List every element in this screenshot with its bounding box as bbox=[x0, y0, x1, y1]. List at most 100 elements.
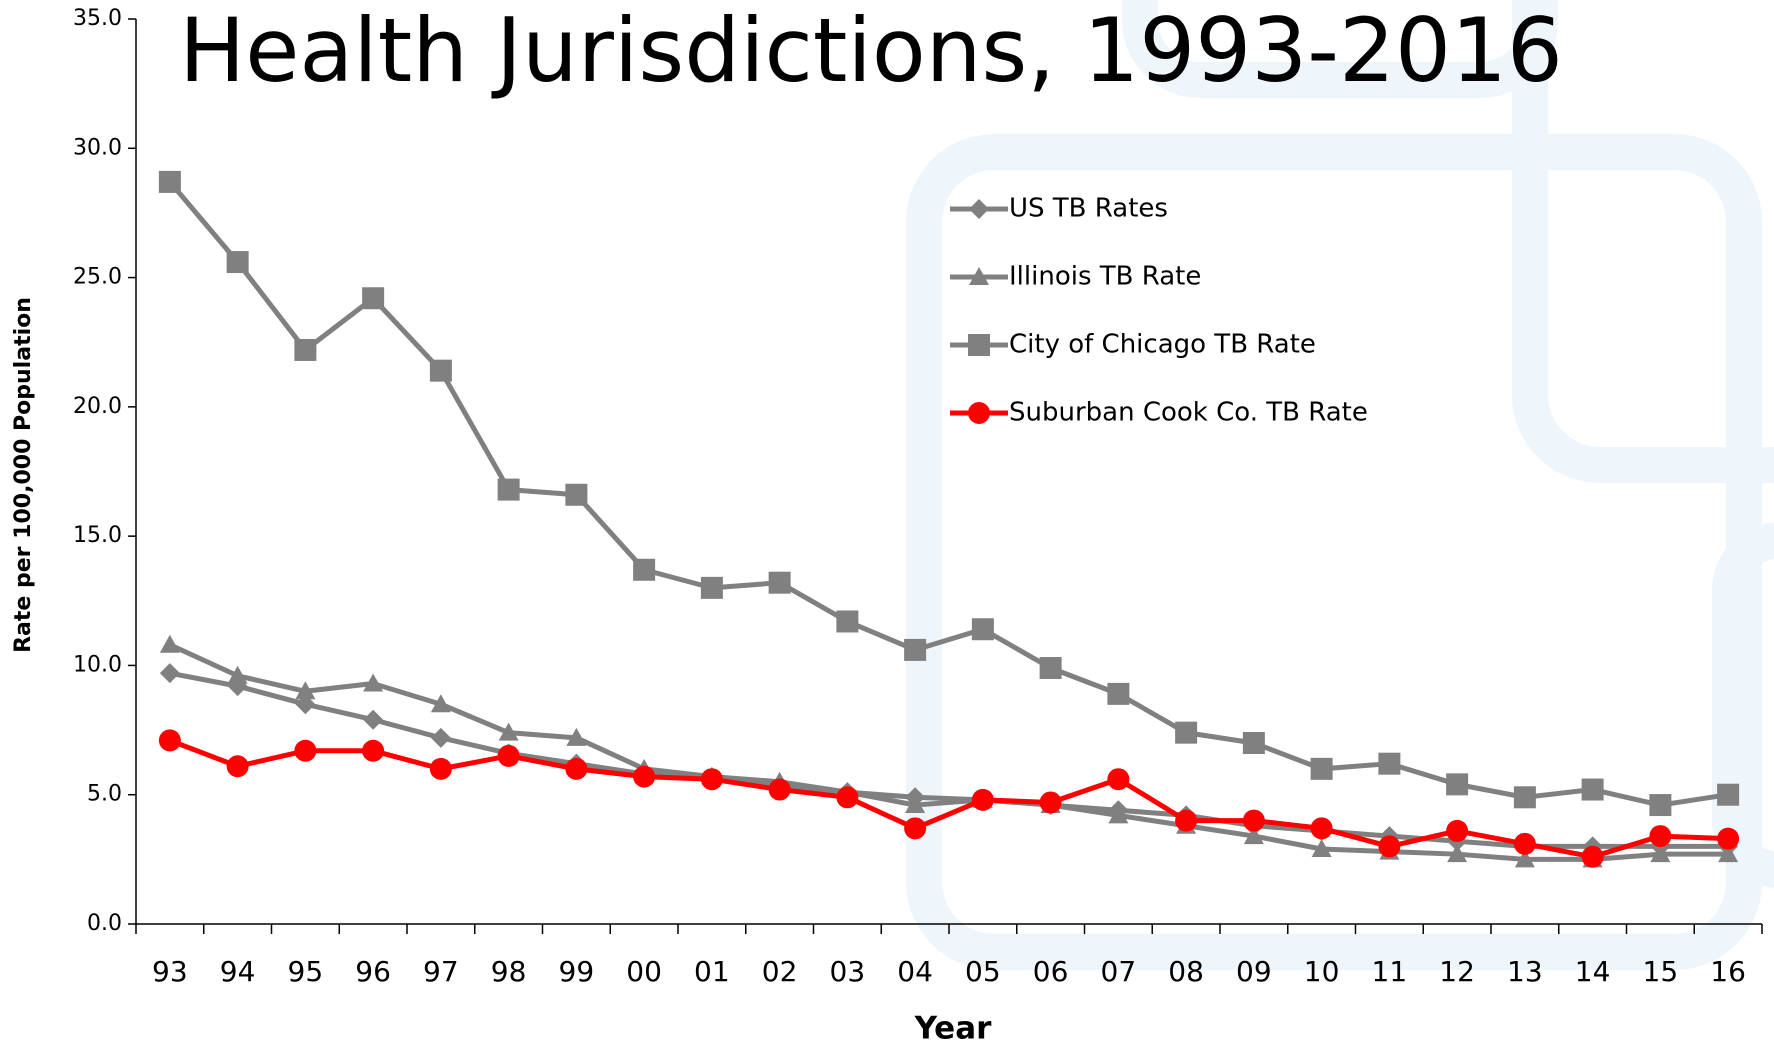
marker bbox=[904, 817, 927, 840]
marker bbox=[1446, 773, 1469, 796]
marker bbox=[1513, 832, 1536, 855]
x-tick-label: 13 bbox=[1507, 955, 1543, 988]
series-line bbox=[169, 670, 1729, 849]
x-tick-label: 93 bbox=[152, 955, 188, 988]
chart-title: Health Jurisdictions, 1993-2016 bbox=[179, 0, 1563, 102]
marker bbox=[1311, 839, 1332, 858]
legend-marker bbox=[968, 334, 990, 356]
marker bbox=[904, 638, 927, 661]
y-tick-label: 10.0 bbox=[73, 652, 122, 677]
marker bbox=[1514, 849, 1535, 868]
marker bbox=[1717, 827, 1740, 850]
y-tick-label: 5.0 bbox=[87, 782, 122, 807]
marker bbox=[971, 618, 994, 641]
x-tick-label: 08 bbox=[1168, 955, 1204, 988]
marker bbox=[159, 634, 180, 653]
marker bbox=[1310, 757, 1333, 780]
marker bbox=[633, 558, 656, 581]
x-tick-label: 10 bbox=[1304, 955, 1340, 988]
y-axis-label: Rate per 100,000 Population bbox=[11, 297, 36, 653]
marker bbox=[836, 610, 859, 633]
legend-marker bbox=[969, 199, 989, 219]
marker bbox=[363, 673, 384, 692]
marker bbox=[158, 729, 181, 752]
marker bbox=[362, 739, 385, 762]
x-tick-label: 09 bbox=[1236, 955, 1272, 988]
marker bbox=[1243, 826, 1264, 845]
marker bbox=[1649, 825, 1672, 848]
y-tick-label: 35.0 bbox=[73, 6, 122, 31]
marker bbox=[429, 359, 452, 382]
marker bbox=[1242, 809, 1265, 832]
marker bbox=[227, 665, 248, 684]
marker bbox=[362, 287, 385, 310]
y-tick-label: 20.0 bbox=[73, 394, 122, 419]
legend-label: US TB Rates bbox=[1009, 194, 1168, 224]
marker bbox=[1039, 791, 1062, 814]
marker bbox=[1650, 844, 1671, 863]
marker bbox=[1039, 657, 1062, 680]
marker bbox=[700, 576, 723, 599]
marker bbox=[1447, 844, 1468, 863]
x-tick-label: 96 bbox=[355, 955, 391, 988]
marker bbox=[498, 722, 519, 741]
marker bbox=[226, 755, 249, 778]
x-tick-label: 98 bbox=[491, 955, 527, 988]
marker bbox=[294, 338, 317, 361]
x-tick-label: 94 bbox=[220, 955, 256, 988]
y-tick-label: 0.0 bbox=[87, 911, 122, 936]
x-tick-label: 95 bbox=[288, 955, 324, 988]
background-decoration bbox=[906, 0, 1774, 970]
marker bbox=[971, 788, 994, 811]
x-tick-label: 01 bbox=[694, 955, 730, 988]
x-tick-label: 03 bbox=[830, 955, 866, 988]
x-tick-label: 04 bbox=[897, 955, 933, 988]
x-tick-label: 97 bbox=[423, 955, 459, 988]
marker bbox=[226, 251, 249, 274]
legend-marker bbox=[969, 267, 989, 285]
marker bbox=[905, 795, 926, 814]
x-axis-label: Year bbox=[914, 1011, 993, 1047]
marker bbox=[1378, 752, 1401, 775]
marker bbox=[1717, 783, 1740, 806]
marker bbox=[1242, 732, 1265, 754]
marker bbox=[159, 663, 180, 684]
marker bbox=[1175, 809, 1198, 832]
marker bbox=[1175, 721, 1198, 744]
x-tick-label: 06 bbox=[1033, 955, 1069, 988]
marker bbox=[430, 694, 451, 713]
series-line bbox=[168, 738, 1729, 860]
x-tick-label: 07 bbox=[1101, 955, 1137, 988]
legend-label: City of Chicago TB Rate bbox=[1009, 330, 1316, 360]
marker bbox=[430, 727, 451, 748]
marker bbox=[294, 739, 317, 762]
marker bbox=[1378, 835, 1401, 858]
marker bbox=[429, 757, 452, 780]
marker bbox=[566, 727, 587, 746]
marker bbox=[158, 170, 181, 193]
marker bbox=[1108, 805, 1129, 824]
x-tick-label: 11 bbox=[1372, 955, 1408, 988]
marker bbox=[1107, 768, 1130, 791]
x-tick-label: 16 bbox=[1710, 955, 1746, 988]
marker bbox=[768, 778, 791, 801]
legend-label: Suburban Cook Co. TB Rate bbox=[1009, 398, 1368, 428]
legend-label: Illinois TB Rate bbox=[1009, 262, 1201, 292]
marker bbox=[565, 757, 588, 780]
y-tick-label: 25.0 bbox=[73, 265, 122, 290]
series-line bbox=[167, 180, 1729, 808]
marker bbox=[1649, 794, 1672, 817]
x-tick-label: 05 bbox=[965, 955, 1001, 988]
marker bbox=[1581, 778, 1604, 801]
marker bbox=[1446, 819, 1469, 842]
y-tick-label: 30.0 bbox=[73, 135, 122, 160]
marker bbox=[497, 744, 520, 767]
marker bbox=[1581, 845, 1604, 868]
x-tick-label: 02 bbox=[762, 955, 798, 988]
marker bbox=[497, 478, 520, 501]
marker bbox=[1513, 786, 1536, 809]
x-tick-label: 14 bbox=[1575, 955, 1611, 988]
marker bbox=[700, 768, 723, 791]
x-tick-label: 12 bbox=[1439, 955, 1475, 988]
x-tick-label: 99 bbox=[559, 955, 595, 988]
